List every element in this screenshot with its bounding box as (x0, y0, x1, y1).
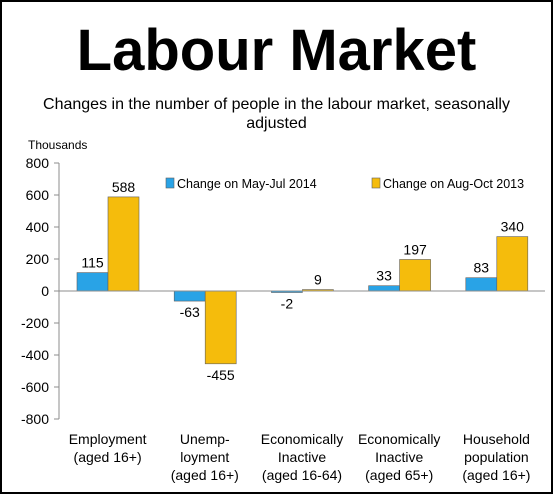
y-axis-label: Thousands (28, 138, 87, 152)
bar (173, 290, 206, 302)
y-tick-label: 400 (26, 219, 50, 235)
x-category-label: (aged 65+) (365, 467, 433, 483)
x-category-label: population (464, 449, 529, 465)
x-category-label: (aged 16+) (74, 449, 142, 465)
data-label: 197 (403, 241, 427, 257)
chart-subtitle: Changes in the number of people in the l… (43, 96, 510, 132)
bar (465, 277, 498, 292)
data-label: -63 (180, 304, 200, 320)
legend-label: Change on May-Jul 2014 (177, 177, 317, 191)
x-category-label: Employment (69, 431, 147, 447)
legend-label: Change on Aug-Oct 2013 (383, 177, 524, 191)
bar (368, 285, 400, 292)
data-label: 9 (314, 272, 322, 288)
x-category-label: (aged 16-64) (262, 467, 342, 483)
data-label: 33 (376, 268, 392, 284)
y-tick-label: 800 (26, 155, 50, 171)
x-category-label: Inactive (375, 449, 423, 465)
x-category-label: Inactive (278, 449, 326, 465)
chart-title: Labour Market (76, 18, 477, 83)
data-label: -455 (207, 367, 235, 383)
data-label: 588 (112, 179, 136, 195)
y-tick-label: 0 (41, 283, 49, 299)
data-label: 83 (474, 260, 490, 276)
data-label: -2 (281, 296, 294, 312)
legend-swatch (371, 177, 381, 189)
x-category-label: (aged 16+) (171, 467, 239, 483)
x-category-label: (aged 16+) (462, 467, 530, 483)
legend-swatch (165, 177, 175, 189)
y-tick-label: 200 (26, 251, 50, 267)
data-label: 115 (81, 255, 104, 271)
x-category-label: Household (463, 431, 530, 447)
y-tick-label: -400 (21, 347, 49, 363)
bar (76, 272, 109, 292)
data-label: 340 (501, 219, 525, 235)
bar (204, 290, 237, 365)
x-category-label: loyment (180, 449, 229, 465)
bar (399, 259, 431, 292)
x-category-label: Economically (261, 431, 343, 447)
y-tick-label: -600 (21, 379, 49, 395)
y-tick-label: -800 (21, 411, 49, 427)
bar (496, 236, 529, 292)
bar (107, 196, 140, 292)
x-category-label: Economically (358, 431, 440, 447)
x-category-label: Unemp- (180, 431, 230, 447)
y-tick-label: -200 (21, 315, 49, 331)
y-tick-label: 600 (26, 187, 50, 203)
